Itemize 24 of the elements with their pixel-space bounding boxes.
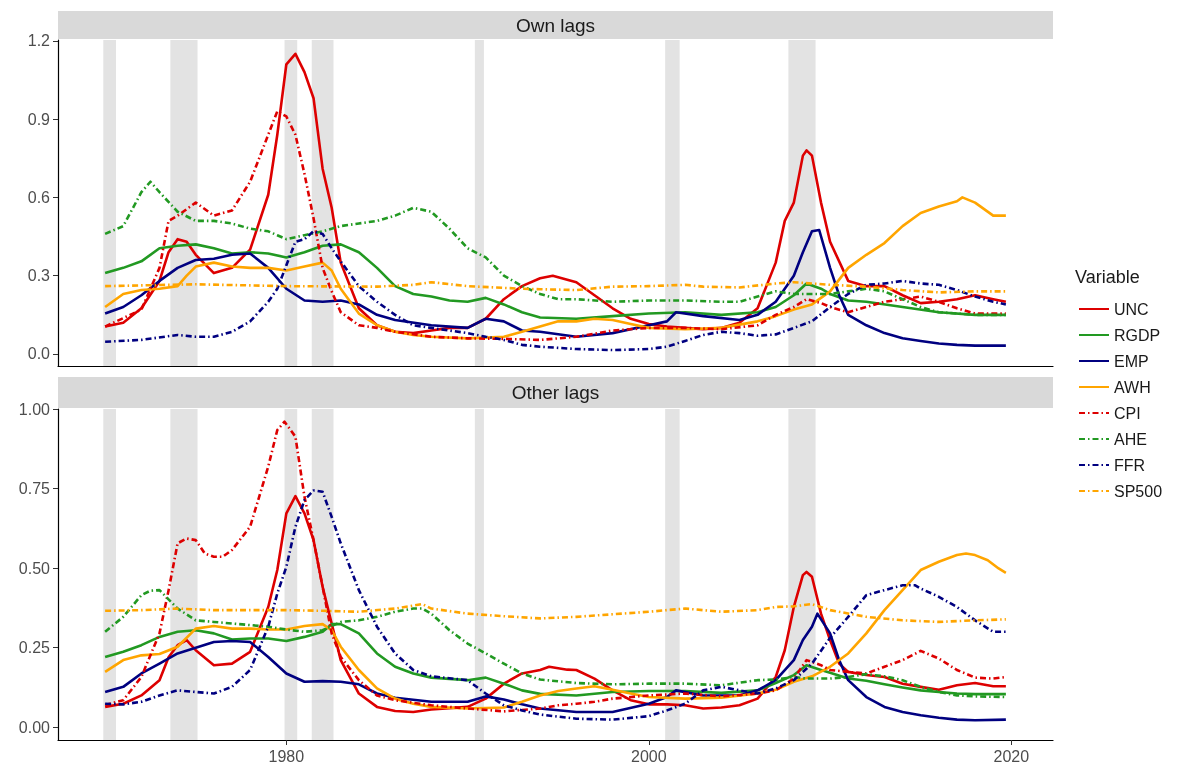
legend-title: Variable [1075, 267, 1140, 287]
legend-label: CPI [1114, 404, 1141, 422]
x-tick-label: 2000 [631, 747, 667, 765]
y-tick-label: 0.75 [18, 480, 51, 498]
legend-label: UNC [1114, 300, 1149, 318]
y-tick-label: 0.0 [27, 345, 51, 363]
legend-label: RGDP [1114, 326, 1161, 344]
y-tick-label: 0.3 [27, 267, 51, 285]
legend-label: AHE [1114, 430, 1147, 448]
chart-title: Own lags [515, 14, 596, 36]
legend-label: EMP [1114, 352, 1149, 370]
y-tick-label: 0.9 [27, 110, 51, 128]
legend-label: AWH [1114, 378, 1151, 396]
y-tick-label: 1.00 [18, 400, 51, 418]
legend-label: FFR [1114, 456, 1146, 474]
x-tick-label: 2020 [993, 747, 1030, 765]
x-tick-label: 1980 [268, 747, 305, 765]
y-tick-label: 0.50 [18, 559, 51, 577]
legend-label: SP500 [1114, 482, 1163, 500]
chart-title: Other lags [511, 382, 600, 403]
y-tick-label: 0.00 [18, 718, 51, 736]
y-tick-label: 0.25 [18, 639, 51, 657]
y-tick-label: 1.2 [27, 32, 51, 50]
y-tick-label: 0.6 [27, 188, 51, 206]
